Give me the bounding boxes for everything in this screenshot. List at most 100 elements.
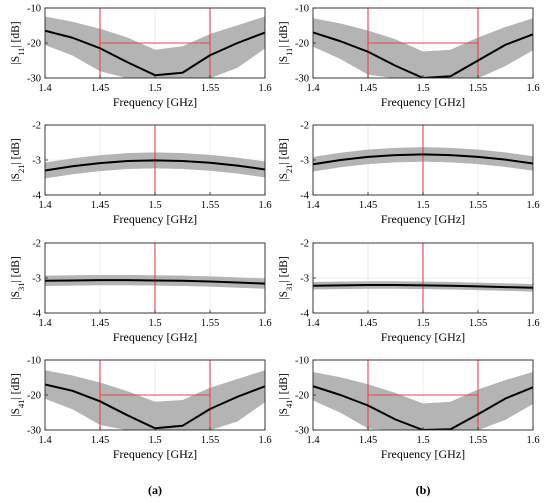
panel-s11-b: 1.4 1.45 1.5 1.55 1.6 -10 -20 -30 Frequency [GHz… — [278, 4, 540, 110]
y-tick-label: -30 — [27, 74, 41, 85]
y-axis-label-part: |S — [278, 291, 290, 300]
y-axis-label-part: | [dB] — [278, 21, 290, 47]
y-tick-label: -4 — [32, 309, 41, 320]
y-tick-label: -10 — [27, 356, 41, 367]
nominal-curve — [45, 159, 265, 172]
panel-s21-b: 1.4 1.45 1.5 1.55 1.6 -2 -3 -4 Frequency [GHz] |S… — [278, 121, 540, 227]
y-axis-label: |S21| [dB] — [278, 138, 294, 181]
x-tick-label: 1.55 — [469, 435, 487, 446]
y-tick-label: -4 — [300, 191, 309, 202]
y-tick-label: -30 — [295, 426, 309, 437]
x-tick-label: 1.6 — [526, 200, 539, 211]
y-axis-label-subscript: 11 — [284, 48, 294, 56]
nominal-curve — [313, 153, 533, 166]
x-axis-label: Frequency [GHz] — [381, 330, 465, 344]
x-axis-label: Frequency [GHz] — [381, 212, 465, 226]
x-tick-label: 1.6 — [526, 83, 539, 94]
x-tick-label: 1.45 — [91, 200, 109, 211]
y-axis-label-part: |S — [10, 291, 22, 300]
y-tick-label: -10 — [27, 4, 41, 15]
x-axis-label: Frequency [GHz] — [113, 330, 197, 344]
y-axis-label-subscript: 21 — [16, 165, 26, 174]
y-tick-label: -20 — [295, 391, 309, 402]
y-axis-label-part: | [dB] — [10, 256, 22, 282]
y-axis-label-subscript: 11 — [16, 48, 26, 56]
y-tick-label: -10 — [295, 356, 309, 367]
x-tick-label: 1.5 — [148, 83, 161, 94]
x-tick-label: 1.6 — [258, 318, 271, 329]
x-tick-label: 1.45 — [359, 435, 377, 446]
y-tick-label: -20 — [295, 39, 309, 50]
y-tick-label: -30 — [295, 74, 309, 85]
panel-label-a: (a) — [148, 483, 162, 497]
x-tick-label: 1.55 — [201, 83, 219, 94]
x-tick-label: 1.6 — [526, 435, 539, 446]
plot-content — [45, 243, 265, 313]
x-tick-label: 1.4 — [38, 83, 52, 94]
y-tick-label: -10 — [295, 4, 309, 15]
y-axis-label-part: |S — [10, 173, 22, 182]
x-tick-label: 1.4 — [38, 200, 52, 211]
x-tick-label: 1.5 — [148, 200, 161, 211]
x-tick-label: 1.45 — [359, 200, 377, 211]
y-axis-label-part: |S — [278, 56, 290, 65]
x-tick-label: 1.6 — [258, 200, 271, 211]
y-tick-label: -3 — [300, 274, 309, 285]
x-tick-label: 1.55 — [201, 200, 219, 211]
x-tick-label: 1.5 — [416, 83, 429, 94]
y-axis-label-part: |S — [278, 408, 290, 417]
panel-s41-b: 1.4 1.45 1.5 1.55 1.6 -10 -20 -30 Frequency [GHz… — [278, 356, 540, 462]
y-tick-label: -4 — [32, 191, 41, 202]
y-axis-label: |S11| [dB] — [278, 21, 294, 64]
y-axis-label: |S41| [dB] — [10, 373, 26, 416]
x-tick-label: 1.55 — [469, 200, 487, 211]
panel-s41-a: 1.4 1.45 1.5 1.55 1.6 -10 -20 -30 Frequency [GHz… — [10, 356, 272, 462]
x-tick-label: 1.55 — [201, 435, 219, 446]
nominal-curve — [313, 31, 533, 78]
y-axis-label: |S11| [dB] — [10, 21, 26, 64]
y-axis-label: |S21| [dB] — [10, 138, 26, 181]
x-tick-label: 1.55 — [469, 83, 487, 94]
y-axis-label: |S41| [dB] — [278, 373, 294, 416]
x-tick-label: 1.6 — [258, 83, 271, 94]
y-tick-label: -2 — [300, 121, 309, 132]
x-tick-label: 1.6 — [258, 435, 271, 446]
y-axis-label-subscript: 41 — [16, 400, 26, 409]
panel-s31-a: 1.4 1.45 1.5 1.55 1.6 -2 -3 -4 Frequency [GHz] |S… — [10, 239, 272, 345]
y-tick-label: -30 — [27, 426, 41, 437]
y-axis-label-part: | [dB] — [10, 21, 22, 47]
x-axis-label: Frequency [GHz] — [113, 95, 197, 109]
panel-s21-a: 1.4 1.45 1.5 1.55 1.6 -2 -3 -4 Frequency [GHz] |S… — [10, 121, 272, 227]
y-tick-label: -4 — [300, 309, 309, 320]
x-tick-label: 1.4 — [306, 318, 320, 329]
x-tick-label: 1.45 — [359, 83, 377, 94]
y-axis-label-part: | [dB] — [10, 138, 22, 164]
y-axis-label-part: | [dB] — [278, 373, 290, 399]
y-axis-label-part: |S — [10, 56, 22, 65]
plot-content — [313, 8, 533, 78]
y-tick-label: -2 — [32, 121, 41, 132]
x-tick-label: 1.5 — [416, 435, 429, 446]
x-axis-label: Frequency [GHz] — [113, 447, 197, 461]
x-tick-label: 1.45 — [91, 318, 109, 329]
y-axis-label-part: | [dB] — [10, 373, 22, 399]
x-tick-label: 1.5 — [416, 200, 429, 211]
y-axis-label-part: |S — [278, 173, 290, 182]
plot-content — [45, 125, 265, 195]
y-axis-label-part: | [dB] — [278, 256, 290, 282]
nominal-curve — [313, 385, 533, 430]
plot-content — [313, 243, 533, 313]
x-tick-label: 1.55 — [201, 318, 219, 329]
x-tick-label: 1.6 — [526, 318, 539, 329]
x-tick-label: 1.4 — [306, 83, 320, 94]
x-axis-label: Frequency [GHz] — [113, 212, 197, 226]
x-tick-label: 1.55 — [469, 318, 487, 329]
y-tick-label: -2 — [32, 239, 41, 250]
panel-label-b: (b) — [416, 483, 431, 497]
panel-s11-a: 1.4 1.45 1.5 1.55 1.6 -10 -20 -30 Frequency [GHz… — [10, 4, 272, 110]
y-axis-label-subscript: 41 — [284, 400, 294, 409]
x-tick-label: 1.4 — [38, 435, 52, 446]
x-tick-label: 1.5 — [148, 435, 161, 446]
nominal-curve — [45, 279, 265, 285]
